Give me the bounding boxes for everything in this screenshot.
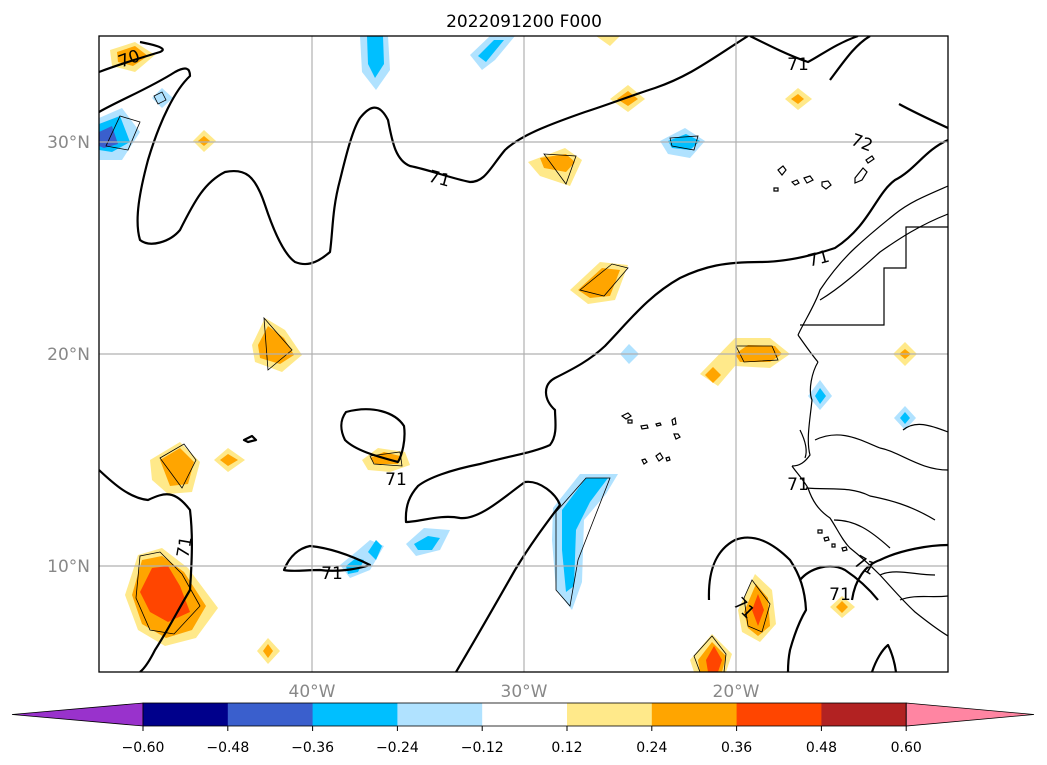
lat-tick-labels: 30°N 20°N 10°N: [47, 133, 90, 577]
colorbar-segment: [651, 703, 738, 726]
lat-label-10n: 10°N: [47, 557, 90, 577]
colorbar-tick-label: 0.48: [806, 740, 837, 756]
colorbar-extend-low: [11, 702, 144, 727]
map-panel: 70 71 71 71 72 71 71 71 71 71 71 71: [98, 35, 949, 673]
graticule: [99, 36, 948, 672]
colorbar-tick-label: −0.36: [291, 740, 334, 756]
colorbar-tick-label: −0.12: [461, 740, 504, 756]
colorbar-segment: [821, 703, 907, 726]
contour-label: 71: [787, 55, 809, 75]
contour-label: 71: [385, 470, 407, 490]
contour-label: 71: [321, 564, 343, 584]
contour-label: 71: [829, 585, 851, 605]
lon-label-40w: 40°W: [289, 682, 336, 702]
colorbar-tick-label: 0.36: [721, 740, 752, 756]
contour-label: 71: [173, 535, 196, 560]
colorbar-extend-high: [905, 702, 1035, 727]
contour-label: 71: [787, 475, 809, 495]
colorbar-tick-label: 0.60: [891, 740, 922, 756]
colorbar-segment: [312, 703, 398, 726]
colorbar-segment: [227, 703, 314, 726]
colorbar-tick-label: 0.12: [551, 740, 582, 756]
lon-label-20w: 20°W: [713, 682, 760, 702]
colorbar-tick-label: −0.48: [206, 740, 249, 756]
lon-tick-labels: 40°W 30°W 20°W: [289, 682, 760, 702]
colorbar-segment: [143, 703, 229, 726]
colorbar-frame: [142, 702, 907, 727]
map-frame: [98, 35, 949, 673]
colorbar-segment: [736, 703, 822, 726]
colorbar-tick-label: −0.24: [376, 740, 419, 756]
map-title: 2022091200 F000: [446, 12, 602, 32]
lat-label-30n: 30°N: [47, 133, 90, 153]
colorbar-segment: [397, 703, 483, 726]
colorbar-segment: [567, 703, 653, 726]
lon-label-30w: 30°W: [501, 682, 548, 702]
colorbar-tick-label: −0.60: [122, 740, 165, 756]
colorbar: −0.60 −0.48 −0.36 −0.24 −0.12 0.12 0.24 0.36 0.4…: [11, 702, 1035, 756]
coastlines: [620, 155, 948, 637]
isoline-contours: [99, 36, 948, 672]
lat-label-20n: 20°N: [47, 345, 90, 365]
colorbar-segment: [482, 703, 568, 726]
colorbar-tick-label: 0.24: [636, 740, 667, 756]
